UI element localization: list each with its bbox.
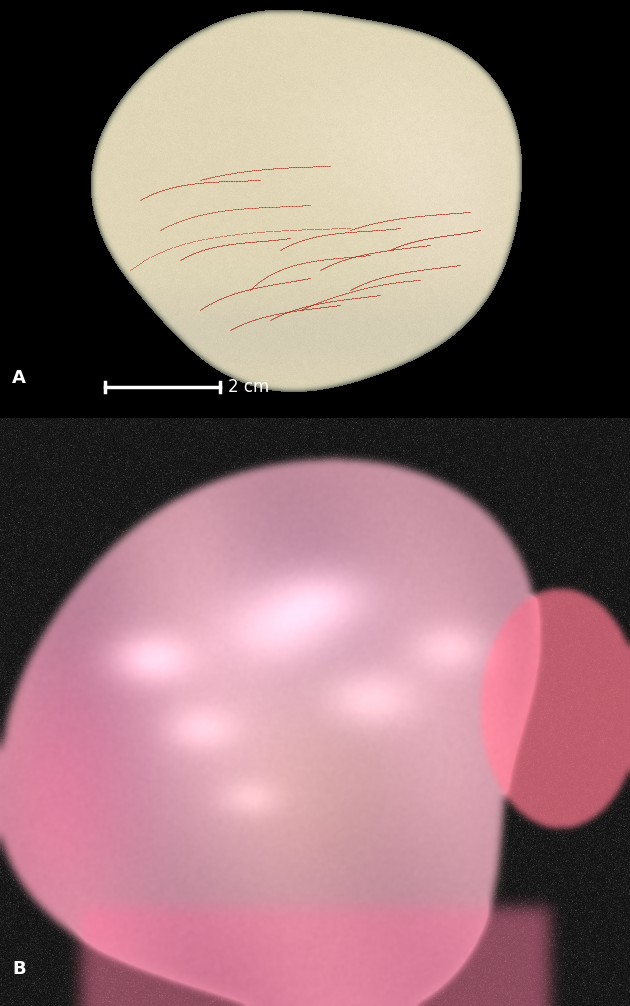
Text: B: B xyxy=(12,960,26,978)
Text: A: A xyxy=(12,369,26,387)
Text: 2 cm: 2 cm xyxy=(228,378,269,396)
